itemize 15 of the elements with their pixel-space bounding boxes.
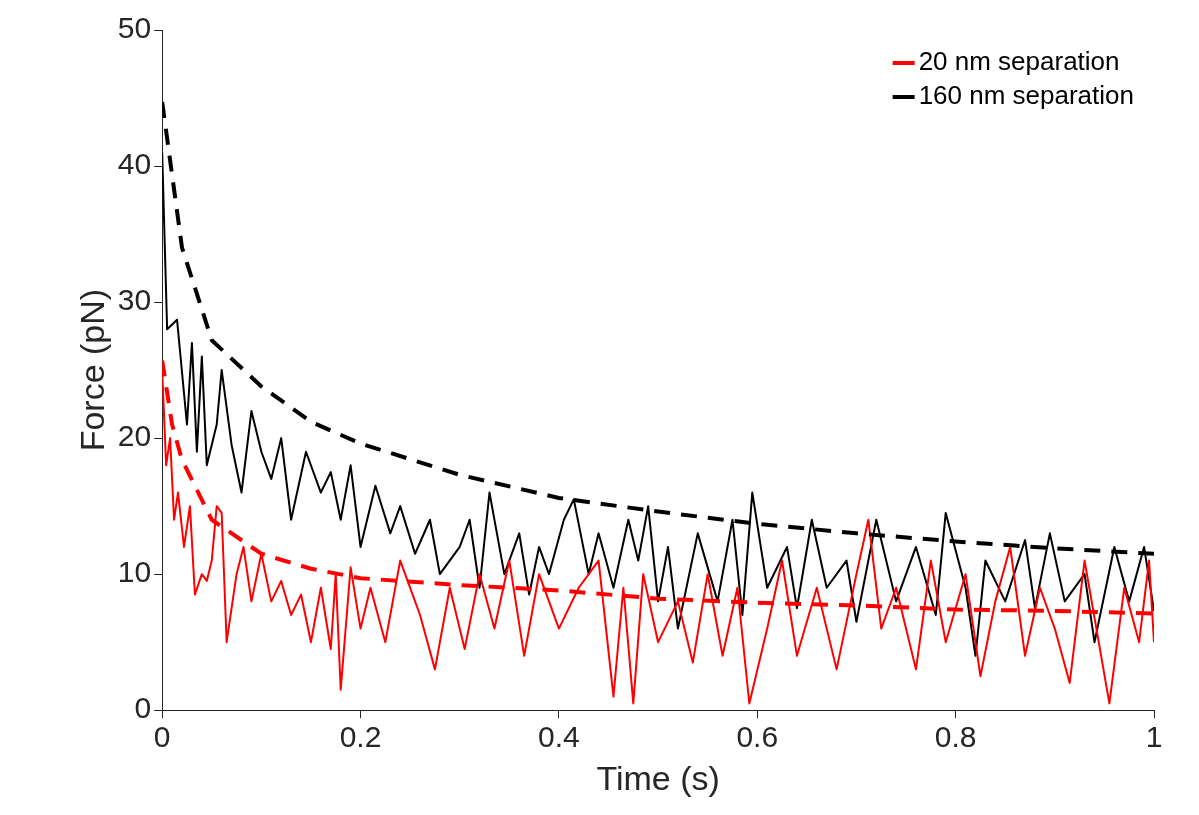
- y-tick-label: 40: [117, 147, 152, 181]
- y-tick-label: 20: [117, 419, 152, 453]
- y-tick-label: 30: [117, 283, 152, 317]
- x-tick-label: 0.8: [934, 720, 977, 754]
- y-axis-title: Force (pN): [72, 288, 111, 452]
- x-tick-label: 1: [1145, 720, 1163, 754]
- x-tick-label: 0.6: [736, 720, 779, 754]
- y-tick-label: 0: [134, 691, 152, 725]
- x-axis-title: Time (s): [596, 758, 720, 797]
- x-tick-label: 0.4: [538, 720, 580, 754]
- y-tick-label: 50: [117, 11, 152, 45]
- x-tick-label: 0.2: [339, 720, 382, 754]
- legend-label: 160 nm separation: [918, 80, 1135, 111]
- legend-label: 20 nm separation: [918, 46, 1120, 77]
- y-tick-label: 10: [117, 555, 152, 589]
